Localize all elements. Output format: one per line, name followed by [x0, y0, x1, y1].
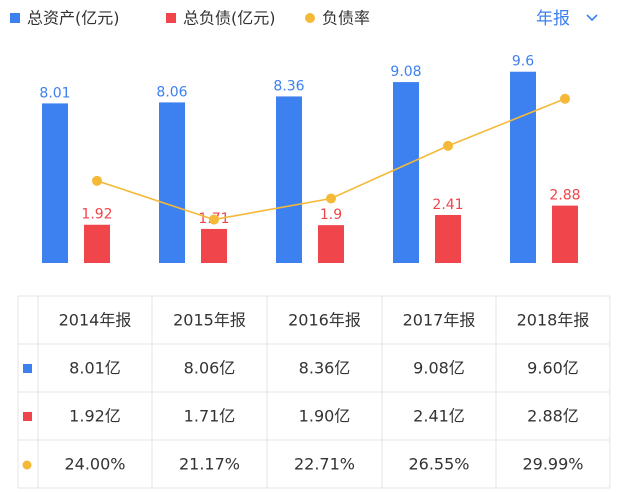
chevron[interactable] — [586, 14, 598, 22]
table-header: 2014年报 — [59, 311, 132, 330]
table-cell: 2.41亿 — [413, 407, 465, 426]
row-marker — [23, 364, 32, 373]
table-cell: 22.71% — [294, 455, 355, 474]
table-cell: 24.00% — [64, 455, 125, 474]
bar — [159, 102, 185, 263]
line-point — [209, 214, 219, 225]
row-marker — [22, 460, 32, 470]
legend-label: 总资产(亿元) — [27, 9, 120, 28]
data-label: 8.01 — [39, 85, 70, 101]
table-cell: 9.08亿 — [413, 359, 465, 378]
bar — [42, 103, 68, 263]
data-label: 1.9 — [320, 207, 342, 223]
table-cell: 1.90亿 — [299, 407, 351, 426]
table-cell: 21.17% — [179, 455, 240, 474]
data-label: 9.6 — [512, 54, 534, 70]
legend-label: 总负债(亿元) — [183, 9, 276, 28]
table-cell: 1.92亿 — [69, 407, 121, 426]
table-header: 2018年报 — [517, 311, 590, 330]
bar — [318, 225, 344, 263]
data-label: 9.08 — [390, 64, 421, 80]
table-cell: 29.99% — [522, 455, 583, 474]
table-header: 2016年报 — [288, 311, 361, 330]
data-label: 8.36 — [273, 78, 304, 94]
data-label: 2.88 — [549, 188, 580, 204]
data-label: 8.06 — [156, 84, 187, 100]
table-header: 2015年报 — [173, 311, 246, 330]
bar — [84, 224, 110, 263]
table-cell: 1.71亿 — [184, 407, 236, 426]
bar — [552, 205, 578, 263]
bar — [201, 228, 227, 263]
line-point — [92, 175, 102, 186]
line-point — [560, 93, 570, 104]
data-label: 2.41 — [432, 197, 463, 213]
table-cell: 2.88亿 — [527, 407, 579, 426]
bar — [276, 96, 302, 263]
legend-marker — [10, 13, 20, 23]
table-header: 2017年报 — [403, 311, 476, 330]
table-cell: 26.55% — [408, 455, 469, 474]
bar — [393, 82, 419, 263]
bar — [435, 214, 461, 263]
line-point — [443, 140, 453, 151]
legend-label: 负债率 — [322, 9, 370, 28]
bar — [510, 71, 536, 264]
row-marker — [23, 412, 32, 421]
line-point — [326, 193, 336, 204]
period-selector[interactable]: 年报 — [536, 9, 570, 29]
table-cell: 8.06亿 — [184, 359, 236, 378]
data-label: 1.92 — [81, 207, 112, 223]
legend-marker — [305, 13, 315, 23]
table-cell: 8.36亿 — [299, 359, 351, 378]
table-cell: 9.60亿 — [527, 359, 579, 378]
table-cell: 8.01亿 — [69, 359, 121, 378]
legend-marker — [166, 13, 176, 23]
